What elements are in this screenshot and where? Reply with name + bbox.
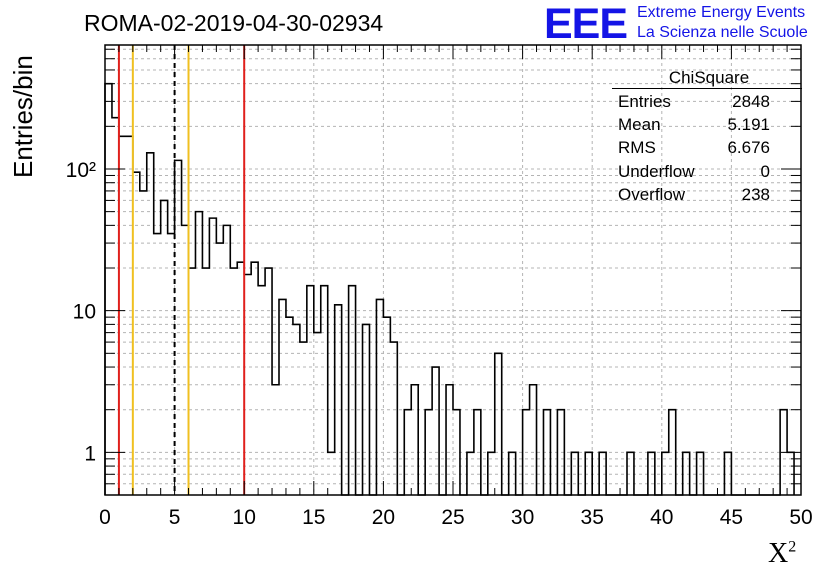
histogram-bin [300,342,307,495]
x-tick-label: 10 [233,506,256,529]
stats-label: Overflow [618,184,686,204]
y-tick-label: 10² [66,159,96,182]
stats-label: RMS [618,138,656,158]
histogram-bin [251,262,258,495]
threshold-lines [117,45,246,495]
histogram-bin [168,234,175,495]
x-tick-label: 20 [372,506,395,529]
stats-row-entries: Entries 2848 [612,90,806,113]
stats-title: ChiSquare [668,68,750,87]
histogram-bin [105,84,112,495]
chart-title: ROMA-02-2019-04-30-02934 [84,10,384,36]
histogram-bin [175,160,182,495]
x-tick-label: 25 [441,506,464,529]
stats-box: ChiSquare Entries 2848 Mean 5.191 RMS 6.… [612,68,806,206]
histogram-bin [182,225,189,495]
stats-value: 0 [760,161,770,181]
histogram-bin [119,136,126,495]
histogram-bin [383,317,390,495]
stats-divider [612,88,802,89]
stats-row-rms: RMS 6.676 [612,136,806,159]
stats-value: 6.676 [727,138,770,158]
histogram-bin [314,333,321,495]
x-tick-label: 40 [650,506,673,529]
stats-row-mean: Mean 5.191 [612,113,806,136]
org-name-line1: Extreme Energy Events [637,4,806,21]
x-tick-label: 35 [581,506,604,529]
histogram-bin [390,342,397,495]
histogram-bin [530,385,537,495]
histogram-bin [272,385,279,495]
stats-value: 238 [741,184,770,204]
histogram-bin [237,262,244,495]
histogram-bin [286,317,293,495]
histogram-bin [216,243,223,495]
x-tick-label: 15 [302,506,325,529]
stats-value: 2848 [732,92,770,111]
x-tick-label: 50 [789,506,812,529]
histogram-bin [411,385,418,495]
histogram-bin [126,136,133,495]
y-tick-label: 10 [73,301,96,324]
x-tick-label: 30 [511,506,534,529]
histogram-bin [189,268,196,495]
stats-row-overflow: Overflow 238 [612,183,806,206]
histogram-bin [446,385,453,495]
histogram-bin [154,234,161,495]
histogram-bin [112,118,119,495]
stats-label: Mean [618,115,661,135]
eee-logo: EEE [544,0,628,48]
x-axis-label: X2 [768,538,797,569]
histogram-bin [230,268,237,495]
axis-ticks [104,45,802,496]
histogram-bin [209,218,216,495]
axis-tick-labels: 0 5 10 15 20 25 30 35 40 45 50 1 10 10² [66,159,813,529]
histogram-bin [202,268,209,495]
stats-row-underflow: Underflow 0 [612,160,806,183]
histogram-bin [133,172,140,495]
x-tick-label: 0 [99,506,111,529]
histogram-bin [265,268,272,495]
y-axis-label: Entries/bin [8,55,38,178]
histogram-bin [161,200,168,495]
histogram-bin [140,191,147,495]
stats-label: Underflow [618,161,695,181]
x-tick-label: 5 [169,506,181,529]
y-tick-label: 1 [84,442,96,465]
x-tick-label: 45 [720,506,743,529]
org-name-line2: La Scienza nelle Scuole [637,24,808,41]
histogram-bin [432,367,439,495]
histogram-bin [223,225,230,495]
stats-value: 5.191 [727,115,770,135]
stats-label: Entries [618,92,671,111]
histogram-bin [495,353,502,495]
